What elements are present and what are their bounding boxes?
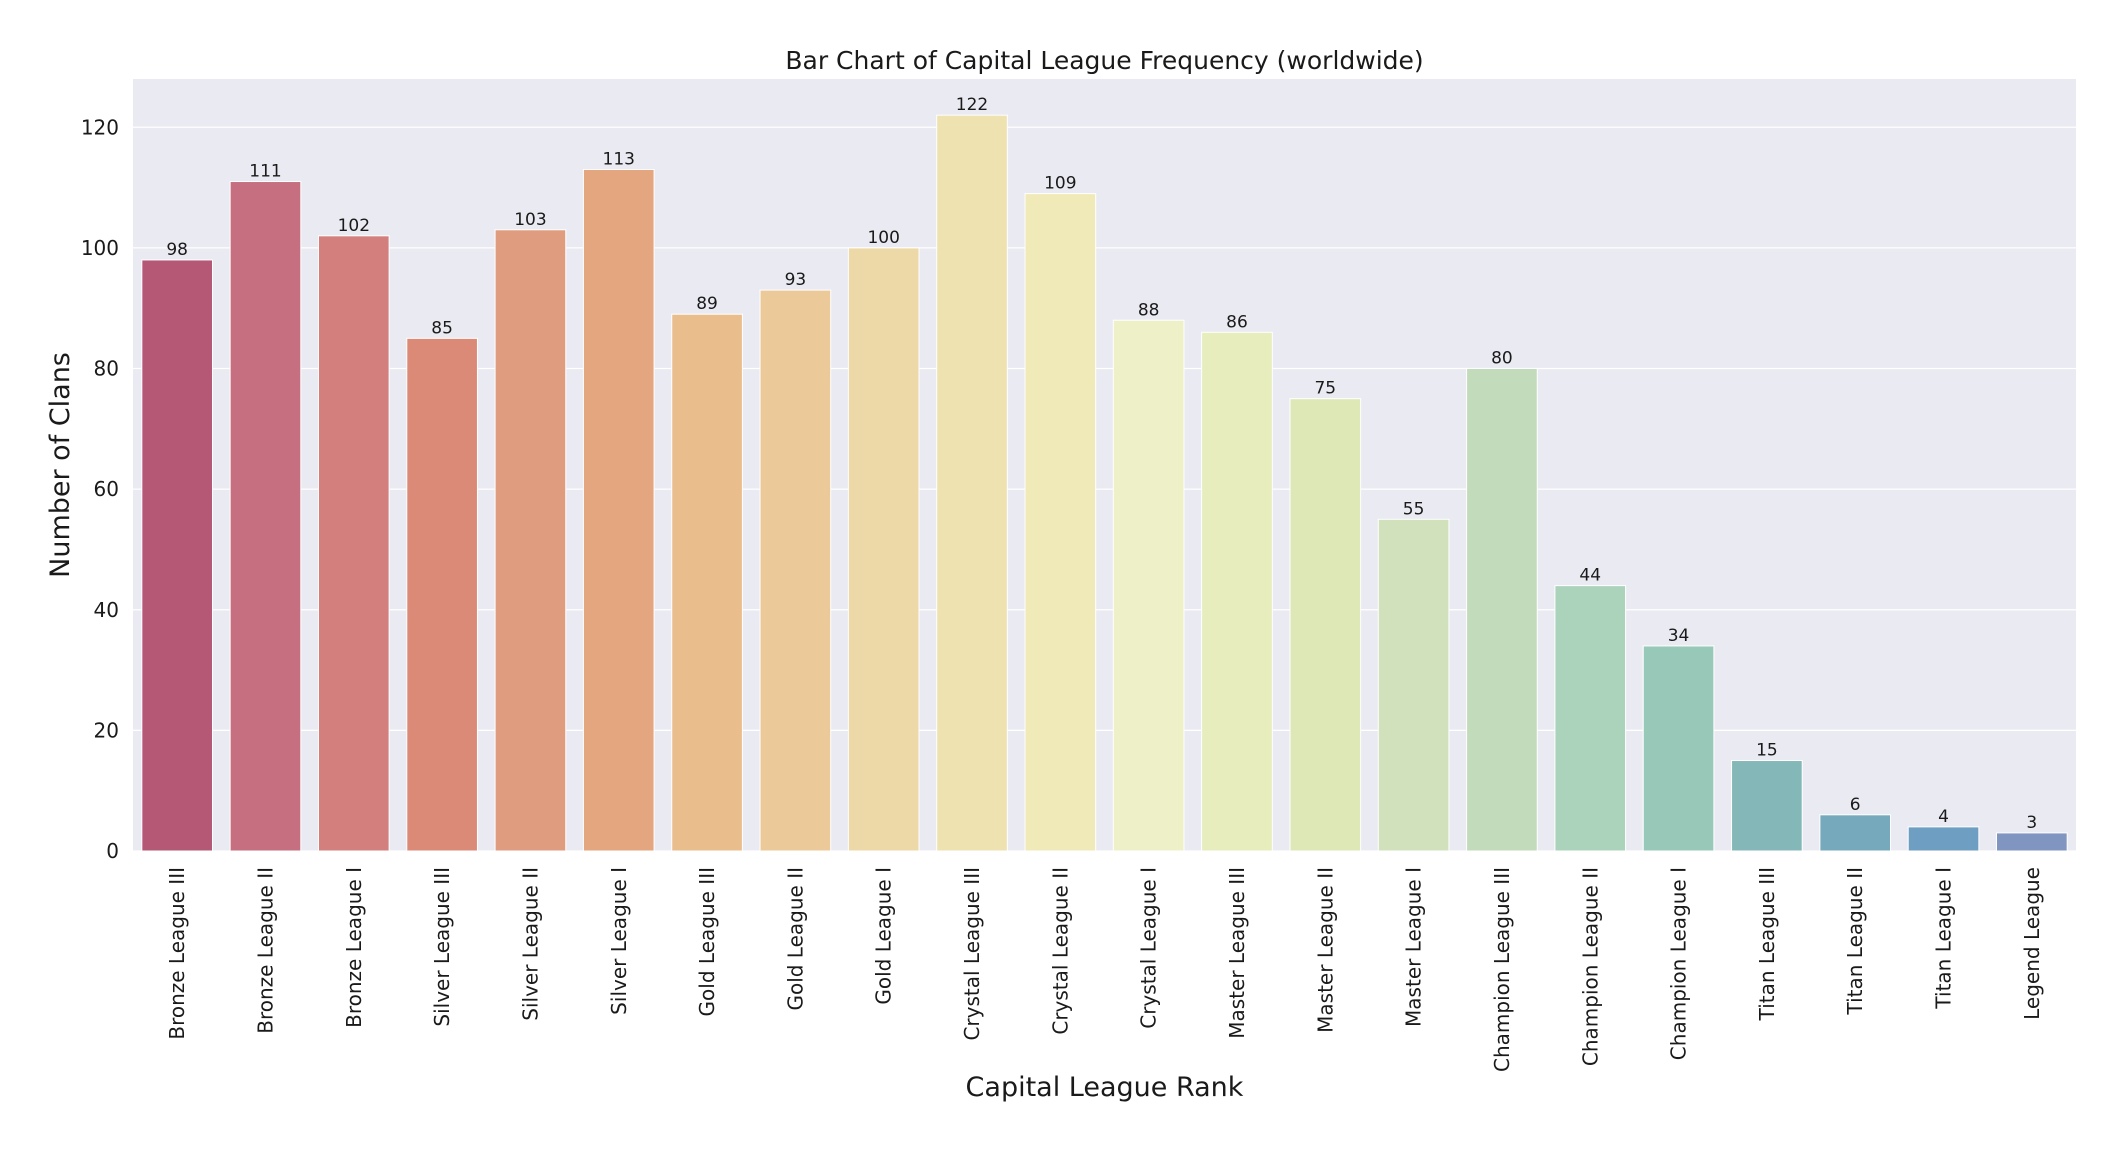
bar-value-label: 89	[696, 294, 718, 314]
y-axis-ticks: 0 20 40 60 80 100 120	[81, 115, 119, 863]
x-tick-label: Bronze League I	[342, 867, 366, 1028]
x-tick-label: Crystal League II	[1048, 867, 1072, 1035]
bar-value-label: 3	[2026, 813, 2037, 833]
bar	[1289, 398, 1362, 852]
bar-value-label: 55	[1403, 499, 1425, 519]
bar-value-label: 102	[338, 216, 370, 236]
y-tick-label: 60	[94, 477, 119, 501]
bar-value-label: 80	[1491, 349, 1513, 369]
y-axis-title: Number of Clans	[45, 352, 76, 578]
bar-value-label: 93	[785, 270, 807, 290]
x-tick-label: Master League II	[1313, 867, 1337, 1033]
bar	[582, 168, 655, 852]
bar	[1642, 645, 1715, 852]
bar	[759, 289, 832, 852]
bar-value-label: 85	[431, 318, 453, 338]
bar-value-label: 98	[166, 240, 188, 260]
x-tick-label: Legend League	[2020, 867, 2044, 1020]
x-tick-label: Champion League II	[1578, 867, 1602, 1066]
bar	[847, 247, 920, 852]
bar-value-label: 86	[1226, 312, 1248, 332]
bar	[1466, 368, 1538, 852]
x-tick-label: Gold League III	[695, 867, 719, 1016]
bar-value-label: 44	[1579, 566, 1601, 586]
y-tick-label: 20	[94, 718, 119, 742]
bar	[229, 181, 302, 852]
bar-value-label: 113	[603, 149, 635, 169]
bar-value-label: 103	[514, 210, 546, 230]
x-tick-label: Gold League I	[872, 867, 896, 1005]
x-tick-label: Gold League II	[783, 867, 807, 1011]
y-tick-label: 100	[81, 236, 119, 260]
x-tick-label: Bronze League II	[253, 867, 277, 1034]
bar	[1907, 826, 1980, 852]
bars	[141, 114, 2068, 852]
bar	[936, 114, 1008, 852]
y-tick-label: 120	[81, 115, 119, 139]
bar-value-label: 109	[1044, 174, 1076, 194]
bar	[406, 337, 478, 852]
x-tick-label: Titan League II	[1843, 867, 1867, 1015]
bar-value-label: 6	[1850, 795, 1861, 815]
bar	[1112, 319, 1185, 852]
bar	[1731, 760, 1803, 852]
bar-value-label: 34	[1668, 626, 1690, 646]
bar	[1377, 518, 1450, 852]
bar	[494, 229, 567, 852]
x-tick-label: Champion League I	[1667, 867, 1691, 1060]
x-tick-label: Crystal League I	[1137, 867, 1161, 1029]
x-tick-label: Master League I	[1402, 867, 1426, 1027]
x-tick-label: Bronze League III	[165, 867, 189, 1040]
bar-value-label: 100	[867, 228, 899, 248]
x-tick-label: Champion League III	[1490, 867, 1514, 1072]
bar-value-label: 75	[1314, 379, 1336, 399]
x-tick-label: Silver League III	[430, 867, 454, 1027]
bar	[141, 259, 213, 852]
x-tick-label: Titan League I	[1932, 867, 1956, 1010]
bar-value-labels: 98 111 102 85 103 113 89 93 100 122 109 88 86 75 55 80 4…	[166, 95, 2037, 833]
bar-value-label: 111	[249, 162, 281, 182]
x-axis-title: Capital League Rank	[966, 1072, 1244, 1103]
bar	[1996, 832, 2068, 852]
y-tick-label: 80	[94, 357, 119, 381]
x-tick-label: Silver League I	[607, 867, 631, 1015]
bar-value-label: 15	[1756, 741, 1778, 761]
bar-value-label: 122	[956, 95, 988, 115]
bar	[317, 235, 390, 852]
y-tick-label: 0	[106, 839, 119, 863]
bar	[671, 313, 743, 852]
x-tick-label: Silver League II	[518, 867, 542, 1021]
x-tick-label: Titan League III	[1755, 867, 1779, 1021]
bar-value-label: 88	[1138, 300, 1160, 320]
x-axis-ticks: Bronze League III Bronze League II Bronze …	[165, 867, 2044, 1072]
bar	[1201, 331, 1273, 852]
bar	[1819, 814, 1892, 852]
bar-value-label: 4	[1938, 807, 1949, 827]
bar	[1024, 193, 1097, 852]
chart-title: Bar Chart of Capital League Frequency (w…	[785, 46, 1423, 75]
x-tick-label: Crystal League III	[960, 867, 984, 1041]
bar	[1554, 585, 1627, 852]
x-tick-label: Master League III	[1225, 867, 1249, 1039]
y-tick-label: 40	[94, 598, 119, 622]
